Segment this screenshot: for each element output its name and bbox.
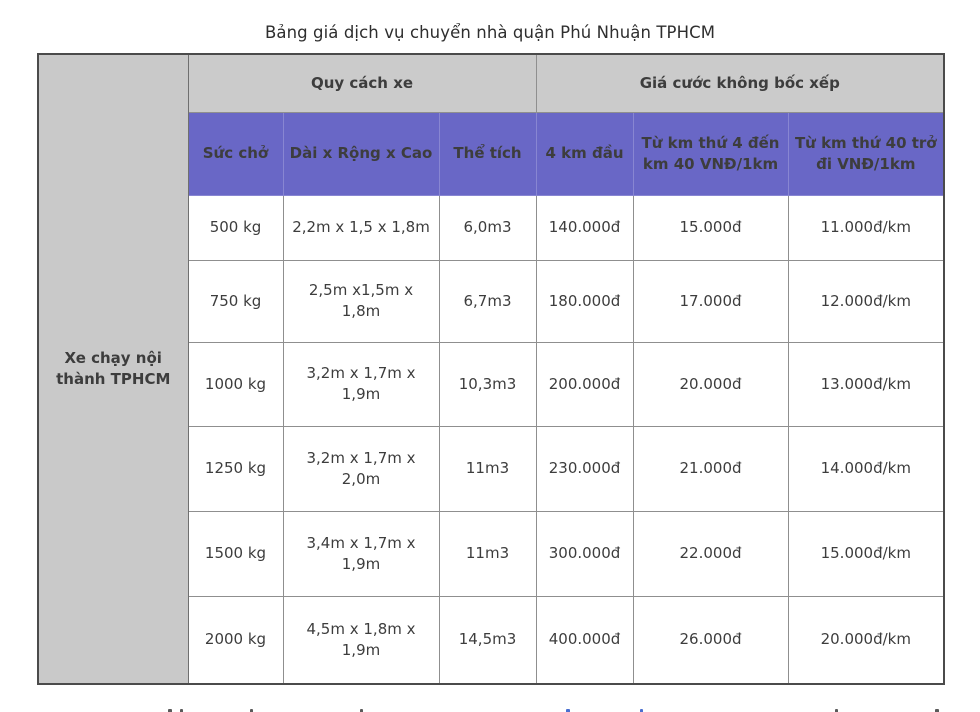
cell-km-40-plus: 12.000đ/km — [787, 259, 945, 343]
cell-dimensions: 3,2m x 1,7m x 1,9m — [282, 341, 440, 427]
cell-km-40-plus: 11.000đ/km — [787, 194, 945, 261]
cell-volume: 10,3m3 — [438, 341, 537, 427]
cell-first-4km: 300.000đ — [535, 510, 634, 597]
cell-capacity: 1500 kg — [187, 510, 284, 597]
cell-volume: 6,7m3 — [438, 259, 537, 343]
table-row: 500 kg 2,2m x 1,5 x 1,8m 6,0m3 140.000đ … — [38, 194, 945, 261]
cell-first-4km: 180.000đ — [535, 259, 634, 343]
cell-dimensions: 2,5m x1,5m x 1,8m — [282, 259, 440, 343]
col-header-dimensions: Dài x Rộng x Cao — [282, 111, 440, 196]
cell-dimensions: 4,5m x 1,8m x 1,9m — [282, 595, 440, 685]
group-header-price: Giá cước không bốc xếp — [535, 53, 945, 113]
cell-km-4-to-40: 26.000đ — [632, 595, 789, 685]
cell-first-4km: 400.000đ — [535, 595, 634, 685]
cell-first-4km: 140.000đ — [535, 194, 634, 261]
col-header-km-40-plus: Từ km thứ 40 trở đi VNĐ/1km — [787, 111, 945, 196]
cell-km-4-to-40: 17.000đ — [632, 259, 789, 343]
group-header-row: Xe chạy nội thành TPHCM Quy cách xe Giá … — [37, 53, 945, 685]
cell-km-4-to-40: 22.000đ — [632, 510, 789, 597]
cell-volume: 6,0m3 — [438, 194, 537, 261]
table-row: 1250 kg 3,2m x 1,7m x 2,0m 11m3 230.000đ… — [38, 425, 945, 512]
sub-header-row: Sức chở Dài x Rộng x Cao Thể tích 4 km đ… — [38, 111, 945, 196]
col-header-km-4-to-40: Từ km thứ 4 đến km 40 VNĐ/1km — [632, 111, 789, 196]
cell-dimensions: 3,2m x 1,7m x 2,0m — [282, 425, 440, 512]
cell-km-40-plus: 20.000đ/km — [787, 595, 945, 685]
table-row: 750 kg 2,5m x1,5m x 1,8m 6,7m3 180.000đ … — [38, 259, 945, 343]
col-header-capacity: Sức chở — [187, 111, 284, 196]
cell-km-40-plus: 13.000đ/km — [787, 341, 945, 427]
cell-capacity: 1000 kg — [187, 341, 284, 427]
cell-volume: 11m3 — [438, 510, 537, 597]
cell-km-4-to-40: 21.000đ — [632, 425, 789, 512]
col-header-first-4km: 4 km đầu — [535, 111, 634, 196]
page-title: Bảng giá dịch vụ chuyển nhà quận Phú Nhu… — [264, 23, 716, 42]
cell-dimensions: 3,4m x 1,7m x 1,9m — [282, 510, 440, 597]
cell-km-40-plus: 15.000đ/km — [787, 510, 945, 597]
table-row: 1500 kg 3,4m x 1,7m x 1,9m 11m3 300.000đ… — [38, 510, 945, 597]
cell-km-40-plus: 14.000đ/km — [787, 425, 945, 512]
cell-dimensions: 2,2m x 1,5 x 1,8m — [282, 194, 440, 261]
cell-capacity: 500 kg — [187, 194, 284, 261]
cell-capacity: 2000 kg — [187, 595, 284, 685]
cell-capacity: 750 kg — [187, 259, 284, 343]
clipped-text-fragments — [0, 706, 980, 712]
cell-km-4-to-40: 20.000đ — [632, 341, 789, 427]
table-row: 1000 kg 3,2m x 1,7m x 1,9m 10,3m3 200.00… — [38, 341, 945, 427]
group-header-specs: Quy cách xe — [187, 53, 537, 113]
cell-volume: 14,5m3 — [438, 595, 537, 685]
cell-first-4km: 200.000đ — [535, 341, 634, 427]
price-table: Xe chạy nội thành TPHCM Quy cách xe Giá … — [37, 53, 946, 685]
cell-first-4km: 230.000đ — [535, 425, 634, 512]
cell-capacity: 1250 kg — [187, 425, 284, 512]
cell-volume: 11m3 — [438, 425, 537, 512]
table-row: 2000 kg 4,5m x 1,8m x 1,9m 14,5m3 400.00… — [38, 595, 945, 685]
col-header-volume: Thể tích — [438, 111, 537, 196]
cell-km-4-to-40: 15.000đ — [632, 194, 789, 261]
row-group-label: Xe chạy nội thành TPHCM — [37, 53, 189, 685]
